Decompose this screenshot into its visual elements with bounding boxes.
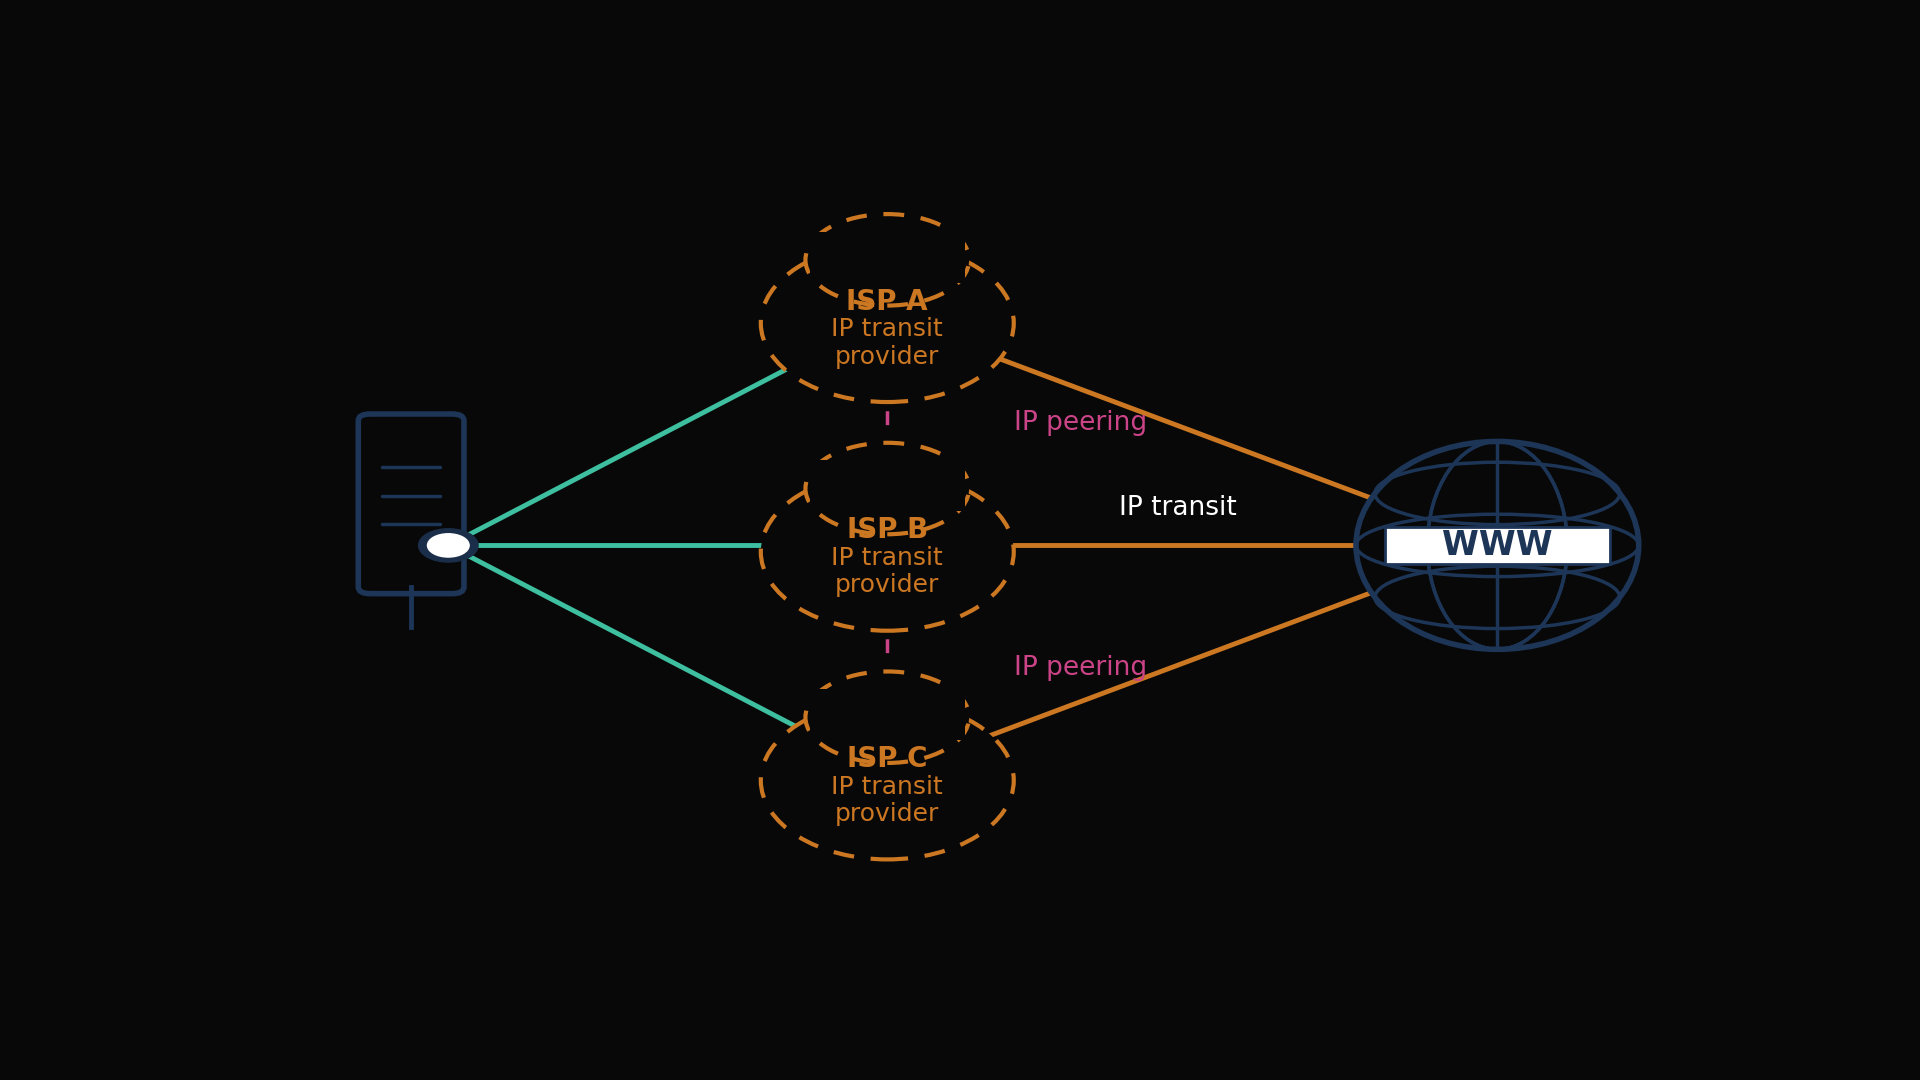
Ellipse shape [1356,442,1638,649]
FancyBboxPatch shape [810,689,966,740]
FancyBboxPatch shape [810,460,966,512]
Text: IP peering: IP peering [1014,409,1148,435]
Circle shape [428,534,468,557]
Ellipse shape [760,244,1014,402]
Ellipse shape [760,701,1014,860]
Text: WWW: WWW [1442,529,1553,562]
Text: IP transit: IP transit [831,774,943,798]
Ellipse shape [760,473,1014,631]
Ellipse shape [806,672,970,762]
FancyBboxPatch shape [810,231,966,283]
Text: ISP C: ISP C [847,745,927,773]
Text: provider: provider [835,345,939,368]
Text: provider: provider [835,573,939,597]
Text: IP peering: IP peering [1014,656,1148,681]
Text: IP transit: IP transit [1119,495,1236,521]
Text: ISP B: ISP B [847,516,927,544]
FancyBboxPatch shape [359,414,465,594]
FancyBboxPatch shape [1384,527,1609,564]
Text: IP transit: IP transit [831,318,943,341]
Circle shape [419,529,478,562]
Text: IP transit: IP transit [831,545,943,570]
Text: provider: provider [835,802,939,826]
Ellipse shape [806,214,970,306]
Text: ISP A: ISP A [847,287,927,315]
Ellipse shape [806,443,970,535]
